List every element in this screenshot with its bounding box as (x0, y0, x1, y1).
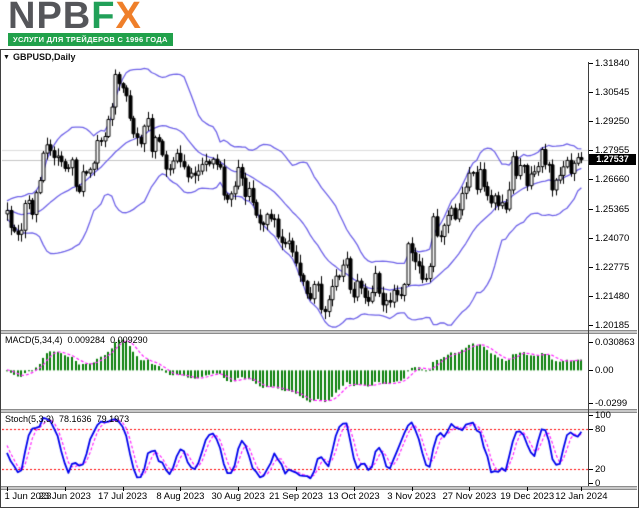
logo-text-npb: NPB (8, 0, 92, 37)
chart-symbol-label: GBPUSD,Daily (12, 52, 76, 62)
price-axis-tick (589, 325, 593, 326)
stoch-axis-tick (589, 429, 593, 430)
macd-axis-label: 0.030863 (595, 337, 635, 348)
macd-axis-label: 0.00 (595, 365, 614, 377)
price-axis-label: 1.31840 (595, 58, 630, 69)
panel-divider-main-macd[interactable] (1, 330, 637, 334)
date-axis-tick (354, 487, 355, 491)
price-axis-tick (589, 92, 593, 93)
price-axis-tick (589, 179, 593, 180)
price-axis-line (588, 62, 589, 486)
price-axis-label: 1.22775 (595, 261, 630, 273)
date-axis-tick (412, 487, 413, 491)
date-axis-label: 21 Sep 2023 (269, 491, 323, 502)
macd-value-signal: 0.009290 (110, 335, 148, 345)
main-chart-canvas[interactable] (2, 62, 588, 330)
price-axis-tick (589, 150, 593, 151)
stoch-axis-label: 100 (595, 410, 611, 421)
panel-divider-macd-stoch[interactable] (1, 409, 637, 413)
macd-label-row: MACD(5,34,4) 0.009284 0.009290 (5, 335, 153, 345)
price-axis-label: 1.25365 (595, 203, 630, 215)
date-axis-label: 13 Oct 2023 (327, 491, 380, 502)
macd-axis-tick (589, 403, 593, 404)
date-axis-tick (469, 487, 470, 491)
date-axis-label: 30 Aug 2023 (211, 491, 265, 502)
date-axis-tick (180, 487, 181, 491)
stoch-axis-label: 0 (595, 478, 601, 489)
date-axis-tick (238, 487, 239, 491)
macd-axis-tick (589, 342, 593, 343)
npbfx-logo: NPBFX (8, 0, 142, 36)
date-axis-label: 27 Nov 2023 (442, 491, 497, 502)
date-axis-label: 12 Jan 2024 (555, 491, 608, 502)
date-axis-tick (7, 487, 8, 491)
date-axis-label: 17 Jul 2023 (98, 491, 148, 502)
price-axis-tick (589, 121, 593, 122)
logo-text-f: F (91, 0, 116, 37)
macd-axis-label: -0.0299 (595, 398, 628, 409)
price-axis-tick (589, 296, 593, 297)
price-axis-label: 1.21480 (595, 290, 630, 302)
price-axis-tick (589, 63, 593, 64)
macd-panel-canvas[interactable] (2, 333, 588, 409)
stoch-panel-canvas[interactable] (2, 412, 588, 486)
chart-symbol-dropdown[interactable]: ▼ GBPUSD,Daily (3, 52, 75, 64)
stoch-axis-label: 80 (595, 423, 606, 435)
date-axis-frame (1, 486, 637, 490)
price-axis-label: 1.20185 (595, 320, 630, 331)
stoch-value-signal: 79.1973 (96, 414, 130, 424)
price-axis-label: 1.24070 (595, 232, 630, 244)
macd-axis-tick (589, 370, 593, 372)
stoch-axis-tick (589, 415, 593, 416)
price-axis-tick (589, 209, 593, 210)
stoch-axis-label: 20 (595, 464, 606, 476)
stoch-axis-tick (589, 469, 593, 470)
chevron-down-icon: ▼ (3, 54, 10, 61)
stoch-value-main: 78.1636 (59, 414, 92, 424)
stoch-axis-tick (589, 483, 593, 484)
stoch-label-row: Stoch(5,3,3) 78.1636 79.1973 (5, 414, 134, 424)
date-axis-label: 1 Jun 2023 (4, 491, 52, 502)
price-axis-label: 1.29250 (595, 116, 630, 128)
date-axis-label: 8 Aug 2023 (156, 491, 205, 502)
broker-banner: NPBFX УСЛУГИ ДЛЯ ТРЕЙДЕРОВ С 1996 ГОДА (0, 0, 639, 49)
date-axis-tick (123, 487, 124, 491)
macd-name: MACD(5,34,4) (5, 335, 63, 345)
date-axis-label: 19 Dec 2023 (500, 491, 555, 502)
date-axis-tick (527, 487, 528, 491)
bid-price-tag: 1.27537 (589, 154, 636, 166)
price-axis-label: 1.27955 (595, 145, 630, 157)
macd-value-main: 0.009284 (67, 335, 106, 345)
date-axis-tick (65, 487, 66, 491)
stoch-name: Stoch(5,3,3) (5, 414, 55, 424)
date-axis-tick (296, 487, 297, 491)
date-axis-tick (581, 487, 582, 491)
date-axis-label: 23 Jun 2023 (38, 491, 91, 502)
price-axis-tick (589, 238, 593, 239)
logo-text-x: X (115, 0, 142, 37)
price-axis-label: 1.26660 (595, 174, 630, 186)
date-axis-label: 3 Nov 2023 (387, 491, 436, 502)
logo-tagline: УСЛУГИ ДЛЯ ТРЕЙДЕРОВ С 1996 ГОДА (8, 33, 173, 46)
price-axis-tick (589, 267, 593, 268)
price-axis-label: 1.30545 (595, 87, 630, 99)
